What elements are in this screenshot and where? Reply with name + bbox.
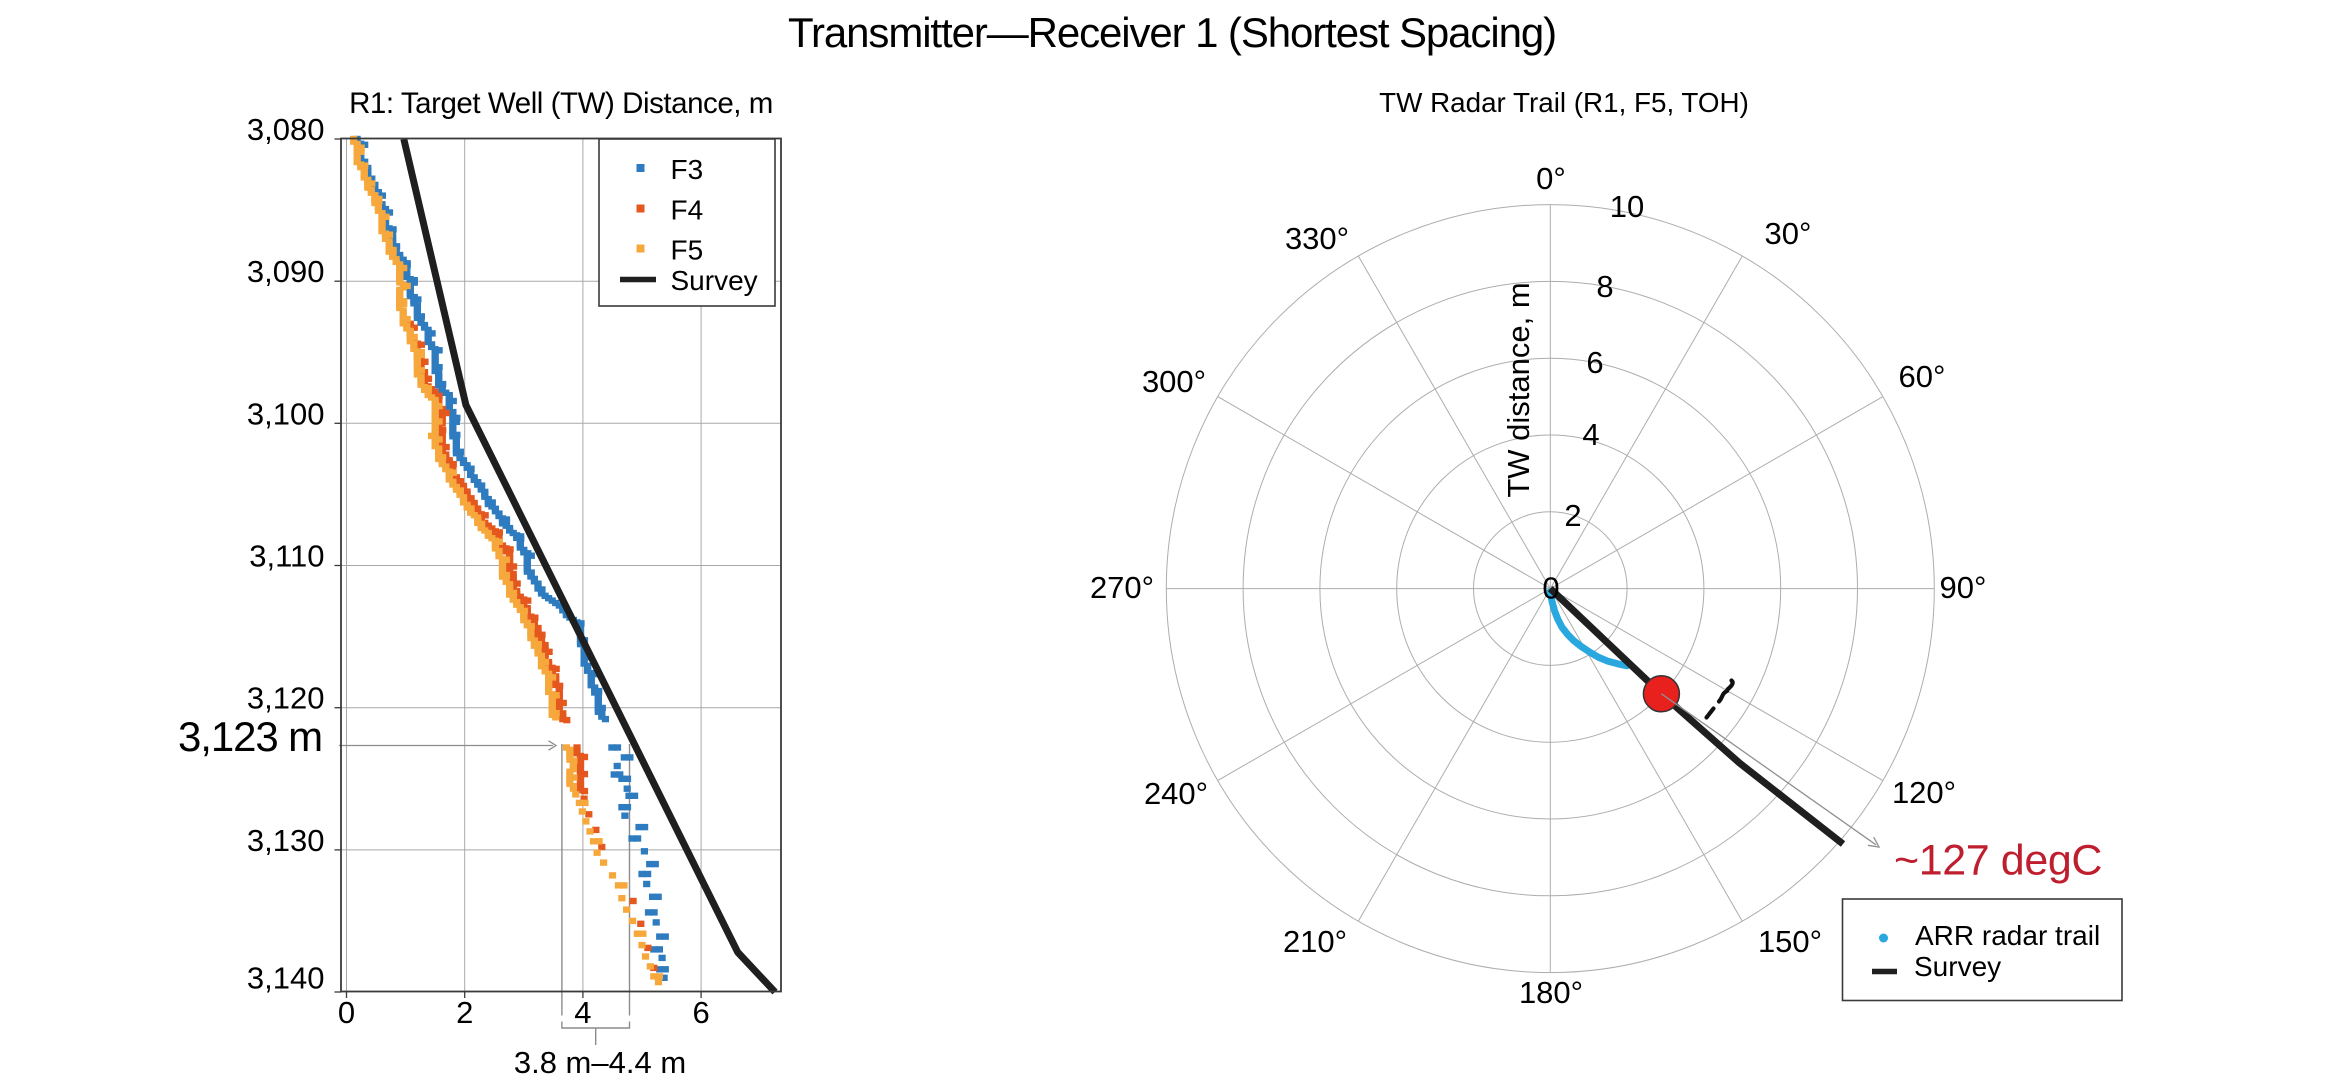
svg-text:F4: F4: [671, 195, 704, 226]
svg-text:0: 0: [1542, 571, 1559, 606]
svg-text:ARR radar trail: ARR radar trail: [1915, 920, 2100, 951]
svg-text:6: 6: [1586, 345, 1603, 380]
svg-text:TW Radar Trail (R1, F5, TOH): TW Radar Trail (R1, F5, TOH): [1379, 87, 1749, 118]
svg-text:3,100: 3,100: [247, 396, 325, 431]
svg-text:Transmitter—Receiver 1 (Shorte: Transmitter—Receiver 1 (Shortest Spacing…: [788, 9, 1556, 56]
svg-text:8: 8: [1596, 269, 1613, 304]
svg-text:300°: 300°: [1142, 364, 1206, 399]
svg-text:90°: 90°: [1940, 570, 1987, 605]
svg-text:3,110: 3,110: [249, 539, 324, 574]
svg-text:3,130: 3,130: [247, 823, 325, 858]
svg-text:2: 2: [456, 995, 473, 1030]
svg-text:330°: 330°: [1285, 221, 1349, 256]
svg-text:3,123 m: 3,123 m: [178, 713, 322, 760]
svg-text:~127 degC: ~127 degC: [1894, 837, 2102, 885]
svg-text:TW distance, m: TW distance, m: [1501, 282, 1536, 497]
svg-text:0: 0: [338, 995, 355, 1030]
svg-text:3,080: 3,080: [247, 112, 325, 147]
svg-text:120°: 120°: [1892, 775, 1956, 810]
svg-text:4: 4: [574, 995, 591, 1030]
svg-text:240°: 240°: [1144, 776, 1208, 811]
svg-text:270°: 270°: [1090, 570, 1154, 605]
svg-text:210°: 210°: [1283, 924, 1347, 959]
svg-text:4: 4: [1582, 417, 1599, 452]
svg-text:3,120: 3,120: [247, 681, 325, 716]
svg-text:180°: 180°: [1519, 975, 1583, 1010]
svg-text:10: 10: [1610, 189, 1644, 224]
svg-text:Survey: Survey: [1914, 951, 2001, 982]
svg-text:Survey: Survey: [671, 265, 758, 296]
svg-text:30°: 30°: [1765, 216, 1812, 251]
svg-text:F3: F3: [671, 154, 704, 185]
svg-text:6: 6: [692, 995, 709, 1030]
svg-text:3,090: 3,090: [247, 254, 325, 289]
svg-text:0°: 0°: [1536, 161, 1566, 196]
svg-text:3.8 m–4.4 m: 3.8 m–4.4 m: [514, 1045, 686, 1080]
svg-text:150°: 150°: [1758, 924, 1822, 959]
svg-text:F5: F5: [671, 235, 704, 266]
svg-text:60°: 60°: [1899, 359, 1946, 394]
svg-text:2: 2: [1564, 498, 1581, 533]
svg-text:3,140: 3,140: [247, 961, 325, 996]
svg-text:R1: Target Well (TW) Distance,: R1: Target Well (TW) Distance, m: [349, 87, 773, 120]
